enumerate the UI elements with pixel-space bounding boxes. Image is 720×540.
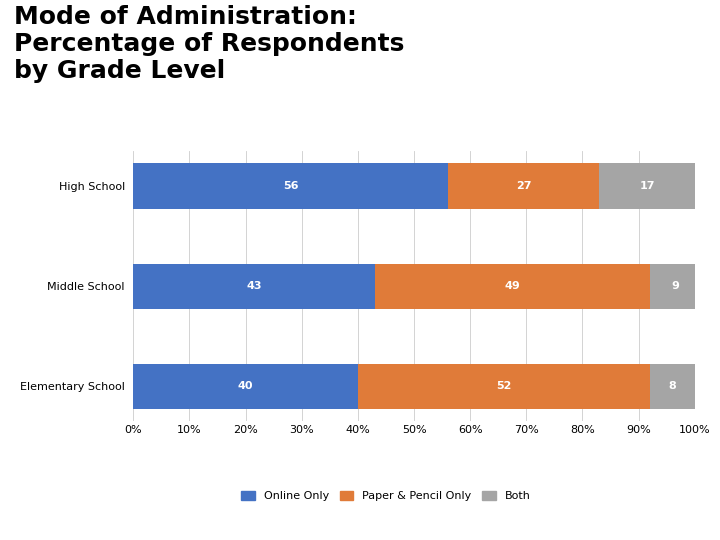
Text: 27: 27 [516,181,531,191]
Legend: Online Only, Paper & Pencil Only, Both: Online Only, Paper & Pencil Only, Both [237,486,535,505]
Text: 40: 40 [238,381,253,391]
Bar [448,164,599,208]
Bar [133,364,358,409]
Text: 49: 49 [505,281,520,291]
Text: 9: 9 [671,281,679,291]
Bar [133,264,374,309]
Text: 43: 43 [246,281,261,291]
Text: 56: 56 [283,181,298,191]
Text: 8: 8 [668,381,676,391]
Bar [358,364,650,409]
Bar [599,164,695,208]
Bar [650,364,695,409]
Text: 17: 17 [639,181,654,191]
Text: 52: 52 [496,381,511,391]
Bar [374,264,650,309]
Bar [650,264,701,309]
Bar [133,164,448,208]
Text: Mode of Administration:
Percentage of Respondents
by Grade Level: Mode of Administration: Percentage of Re… [14,5,405,83]
